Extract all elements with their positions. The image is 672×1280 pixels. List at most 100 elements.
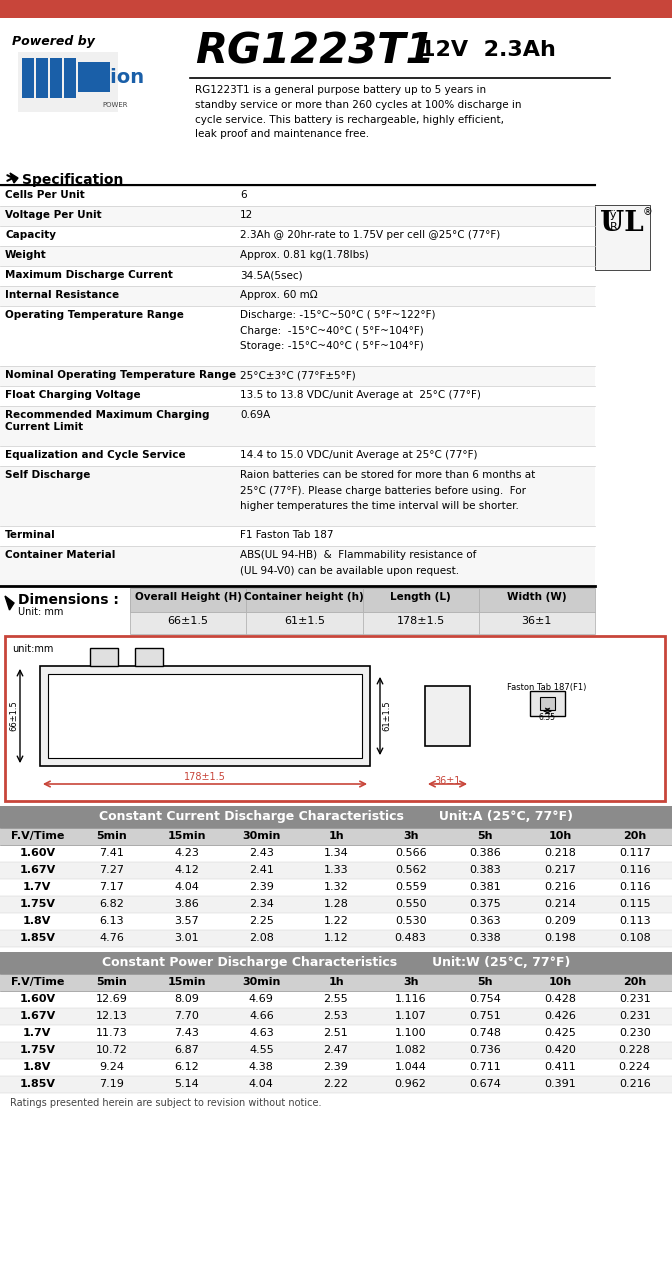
- Bar: [0, 206, 595, 227]
- Text: 4.04: 4.04: [174, 882, 199, 892]
- Text: 61±1.5: 61±1.5: [284, 616, 325, 626]
- Text: 0.559: 0.559: [394, 882, 427, 892]
- Bar: [135, 648, 163, 666]
- Text: Specification: Specification: [22, 173, 124, 187]
- Text: 0.216: 0.216: [619, 1079, 650, 1089]
- Text: Constant Current Discharge Characteristics        Unit:A (25°C, 77°F): Constant Current Discharge Characteristi…: [99, 810, 573, 823]
- Text: Approx. 60 mΩ: Approx. 60 mΩ: [240, 291, 318, 300]
- Text: Capacity: Capacity: [5, 230, 56, 241]
- Text: 2.41: 2.41: [249, 865, 274, 876]
- Text: 0.363: 0.363: [470, 916, 501, 925]
- Text: 0.216: 0.216: [544, 882, 576, 892]
- Text: Cells Per Unit: Cells Per Unit: [5, 189, 85, 200]
- Text: 0.218: 0.218: [544, 847, 576, 858]
- Text: 0.386: 0.386: [470, 847, 501, 858]
- Text: 0.338: 0.338: [470, 933, 501, 943]
- Text: Recommended Maximum Charging
Current Limit: Recommended Maximum Charging Current Lim…: [5, 410, 210, 431]
- Bar: [0, 896, 672, 913]
- Text: 2.39: 2.39: [249, 882, 274, 892]
- Text: Discharge: -15°C~50°C ( 5°F~122°F)
Charge:  -15°C~40°C ( 5°F~104°F)
Storage: -15: Discharge: -15°C~50°C ( 5°F~122°F) Charg…: [240, 310, 435, 351]
- Text: 0.562: 0.562: [394, 865, 427, 876]
- Text: F.V/Time: F.V/Time: [11, 831, 64, 841]
- Text: 0.425: 0.425: [544, 1028, 576, 1038]
- Bar: [362, 588, 478, 612]
- Text: 1.34: 1.34: [324, 847, 348, 858]
- Text: ÿ
R: ÿ R: [610, 210, 618, 232]
- Text: 0.115: 0.115: [619, 899, 650, 909]
- Bar: [48, 675, 362, 758]
- Bar: [130, 612, 246, 634]
- Bar: [90, 648, 118, 666]
- Text: 7.19: 7.19: [99, 1079, 124, 1089]
- Bar: [362, 612, 478, 634]
- Text: 6.87: 6.87: [174, 1044, 199, 1055]
- Text: 0.754: 0.754: [470, 995, 501, 1004]
- Text: Equalization and Cycle Service: Equalization and Cycle Service: [5, 451, 185, 460]
- Polygon shape: [10, 173, 18, 183]
- Polygon shape: [5, 596, 14, 611]
- Text: Float Charging Voltage: Float Charging Voltage: [5, 390, 140, 399]
- Text: 1h: 1h: [328, 977, 344, 987]
- Text: 2.39: 2.39: [323, 1062, 349, 1073]
- Text: 0.736: 0.736: [470, 1044, 501, 1055]
- Text: 0.420: 0.420: [544, 1044, 576, 1055]
- Text: 0.209: 0.209: [544, 916, 576, 925]
- Bar: [0, 306, 595, 366]
- Text: Internal Resistance: Internal Resistance: [5, 291, 119, 300]
- Text: 12V  2.3Ah: 12V 2.3Ah: [420, 40, 556, 60]
- Text: 14.4 to 15.0 VDC/unit Average at 25°C (77°F): 14.4 to 15.0 VDC/unit Average at 25°C (7…: [240, 451, 478, 460]
- Bar: [246, 612, 362, 634]
- Text: 0.228: 0.228: [619, 1044, 650, 1055]
- Text: 0.113: 0.113: [619, 916, 650, 925]
- Text: 0.217: 0.217: [544, 865, 576, 876]
- Bar: [0, 913, 672, 931]
- Text: 0.375: 0.375: [470, 899, 501, 909]
- Text: Powered by: Powered by: [12, 35, 95, 47]
- Text: Approx. 0.81 kg(1.78lbs): Approx. 0.81 kg(1.78lbs): [240, 250, 369, 260]
- Bar: [595, 205, 650, 270]
- Text: 178±1.5: 178±1.5: [184, 772, 226, 782]
- Text: 4.55: 4.55: [249, 1044, 274, 1055]
- Text: 1.60V: 1.60V: [19, 995, 55, 1004]
- Text: 2.55: 2.55: [324, 995, 348, 1004]
- Bar: [36, 58, 48, 99]
- Text: 2.3Ah @ 20hr-rate to 1.75V per cell @25°C (77°F): 2.3Ah @ 20hr-rate to 1.75V per cell @25°…: [240, 230, 500, 241]
- Text: 4.12: 4.12: [174, 865, 199, 876]
- Bar: [362, 612, 478, 634]
- Text: 1.7V: 1.7V: [23, 1028, 52, 1038]
- Text: 1.082: 1.082: [394, 1044, 427, 1055]
- Text: Self Discharge: Self Discharge: [5, 470, 90, 480]
- Text: 6.13: 6.13: [99, 916, 124, 925]
- Text: Container height (h): Container height (h): [245, 591, 364, 602]
- Text: Voltage Per Unit: Voltage Per Unit: [5, 210, 101, 220]
- Bar: [0, 828, 672, 845]
- Text: 6: 6: [240, 189, 247, 200]
- Text: 10h: 10h: [548, 977, 572, 987]
- Text: 10.72: 10.72: [96, 1044, 128, 1055]
- Bar: [0, 845, 672, 861]
- Text: 0.116: 0.116: [619, 865, 650, 876]
- Text: 1.32: 1.32: [324, 882, 348, 892]
- Bar: [0, 526, 595, 547]
- Text: 1.8V: 1.8V: [23, 1062, 52, 1073]
- Text: F1 Faston Tab 187: F1 Faston Tab 187: [240, 530, 333, 540]
- Text: 1.100: 1.100: [395, 1028, 427, 1038]
- Text: 1.75V: 1.75V: [19, 1044, 55, 1055]
- Text: 0.231: 0.231: [619, 1011, 650, 1021]
- Bar: [0, 879, 672, 896]
- Text: 2.51: 2.51: [324, 1028, 348, 1038]
- Bar: [0, 588, 672, 637]
- Text: 4.69: 4.69: [249, 995, 274, 1004]
- Text: 0.411: 0.411: [544, 1062, 576, 1073]
- Text: 3h: 3h: [403, 977, 419, 987]
- Text: 5min: 5min: [97, 831, 128, 841]
- Text: 4.04: 4.04: [249, 1079, 274, 1089]
- Text: 178±1.5: 178±1.5: [396, 616, 445, 626]
- Text: 0.381: 0.381: [470, 882, 501, 892]
- Text: Weight: Weight: [5, 250, 47, 260]
- Text: 5min: 5min: [97, 977, 128, 987]
- Bar: [0, 285, 595, 306]
- Bar: [0, 0, 672, 18]
- Bar: [0, 1009, 672, 1025]
- Text: 1.85V: 1.85V: [19, 1079, 55, 1089]
